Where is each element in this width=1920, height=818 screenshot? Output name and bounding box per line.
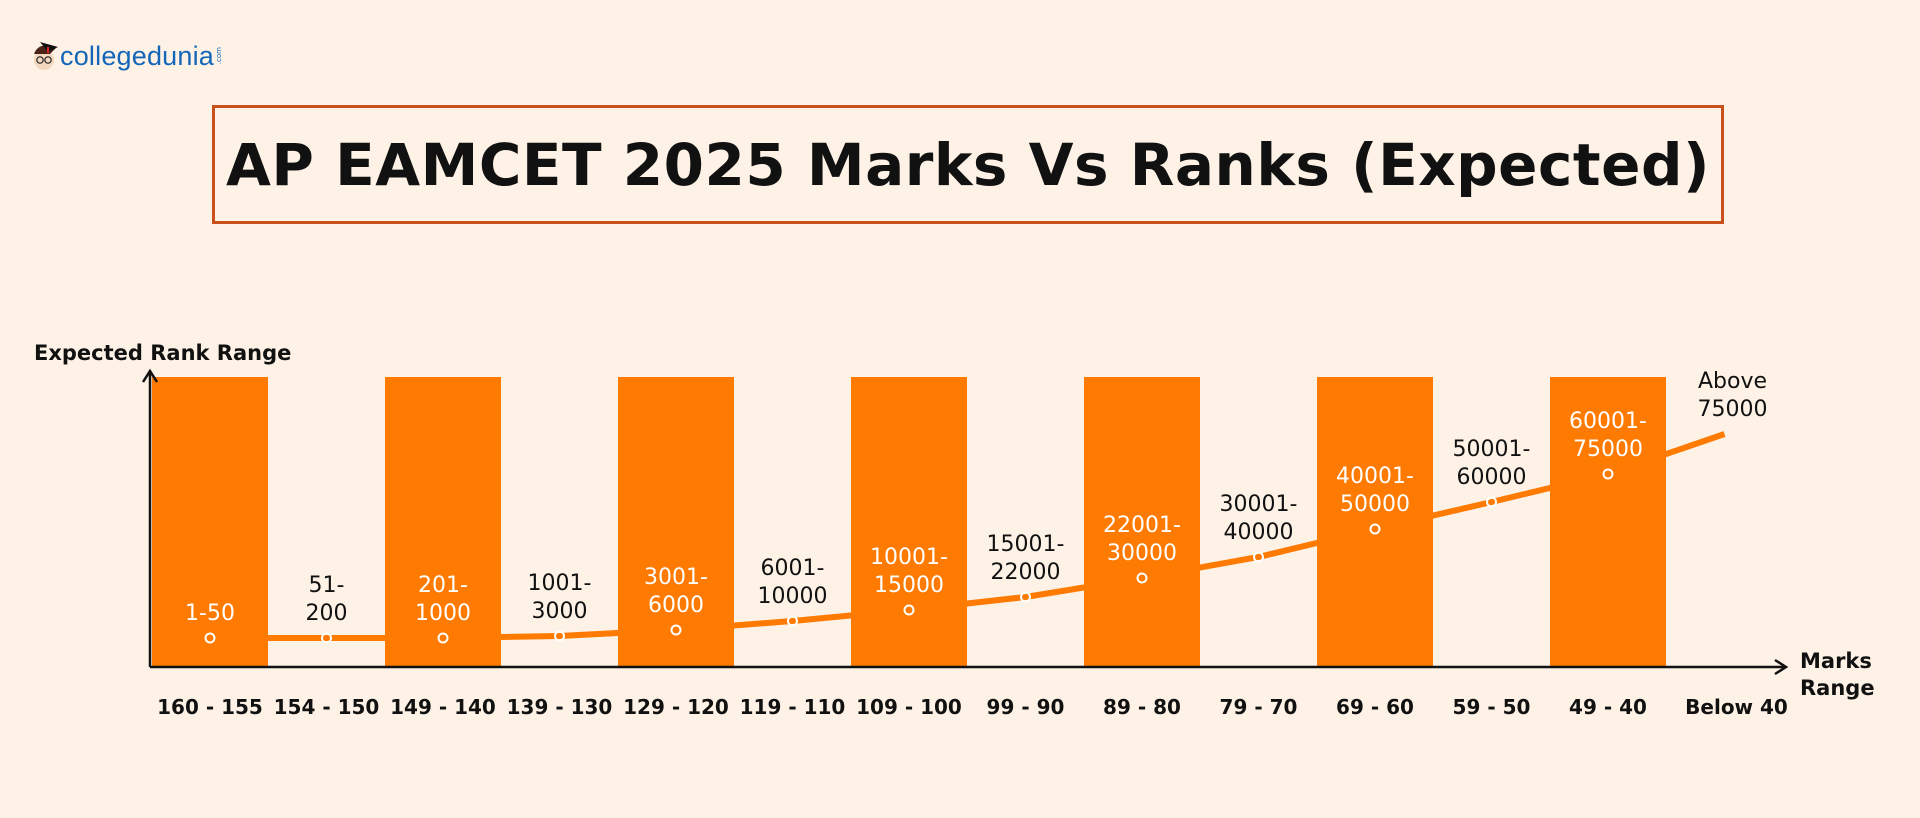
rank-range-label: 15001-22000 — [987, 532, 1065, 585]
data-point — [554, 630, 565, 642]
x-tick-label: 154 - 150 — [274, 695, 380, 719]
x-tick-label: 119 - 110 — [740, 695, 846, 719]
bar — [152, 377, 268, 666]
bar — [1084, 377, 1200, 666]
x-tick-label: 160 - 155 — [157, 695, 263, 719]
data-point — [1369, 523, 1381, 535]
rank-range-label: 30001-40000 — [1220, 492, 1298, 545]
rank-range-label: 51-200 — [306, 573, 348, 626]
x-tick-label: Below 40 — [1685, 695, 1788, 719]
logo-text: collegedunia — [60, 40, 215, 71]
rank-range-label: 1-50 — [185, 601, 235, 626]
rank-range-label: 3001-6000 — [644, 565, 708, 618]
bar — [1550, 377, 1666, 666]
x-tick-label: 59 - 50 — [1453, 695, 1531, 719]
bar — [385, 377, 501, 666]
x-axis-arrow-icon — [1774, 658, 1789, 676]
data-point — [903, 604, 915, 616]
title-box: AP EAMCET 2025 Marks Vs Ranks (Expected) — [212, 105, 1724, 224]
x-tick-label: 149 - 140 — [390, 695, 496, 719]
rank-range-label: 50001-60000 — [1453, 437, 1531, 490]
x-axis-title: Marks Range — [1800, 649, 1875, 700]
y-axis-title: Expected Rank Range — [34, 341, 291, 365]
data-point — [1020, 591, 1031, 603]
x-tick-label: 109 - 100 — [856, 695, 962, 719]
data-point — [1253, 551, 1264, 563]
x-tick-label: 49 - 40 — [1569, 695, 1647, 719]
rank-range-label: 10001-15000 — [870, 545, 948, 598]
bar — [618, 377, 734, 666]
data-point — [1486, 496, 1497, 508]
x-tick-label: 89 - 80 — [1103, 695, 1181, 719]
rank-range-label: 60001-75000 — [1569, 409, 1647, 462]
data-point — [787, 615, 798, 627]
x-tick-label: 79 - 70 — [1220, 695, 1298, 719]
chart-title: AP EAMCET 2025 Marks Vs Ranks (Expected) — [226, 130, 1710, 199]
data-point — [1136, 572, 1148, 584]
trend-line — [210, 431, 1726, 641]
rank-range-label: Above 75000 — [1698, 369, 1768, 422]
rank-range-label: 22001-30000 — [1103, 513, 1181, 566]
y-axis-arrow-icon — [141, 368, 159, 383]
data-point — [1602, 468, 1614, 480]
collegedunia-logo[interactable]: collegedunia .com — [30, 38, 223, 74]
x-tick-label: 99 - 90 — [987, 695, 1065, 719]
data-point — [321, 632, 332, 644]
rank-range-label: 1001-3000 — [528, 571, 592, 624]
rank-range-label: 201-1000 — [415, 573, 471, 626]
mascot-icon — [34, 42, 58, 70]
rank-range-label: 6001-10000 — [758, 556, 828, 609]
data-point — [670, 624, 682, 636]
x-tick-label: 69 - 60 — [1336, 695, 1414, 719]
x-tick-label: 139 - 130 — [507, 695, 613, 719]
data-point — [204, 632, 216, 644]
data-point — [437, 632, 449, 644]
bar — [851, 377, 967, 666]
rank-range-label: 40001-50000 — [1336, 464, 1414, 517]
x-tick-label: 129 - 120 — [623, 695, 729, 719]
